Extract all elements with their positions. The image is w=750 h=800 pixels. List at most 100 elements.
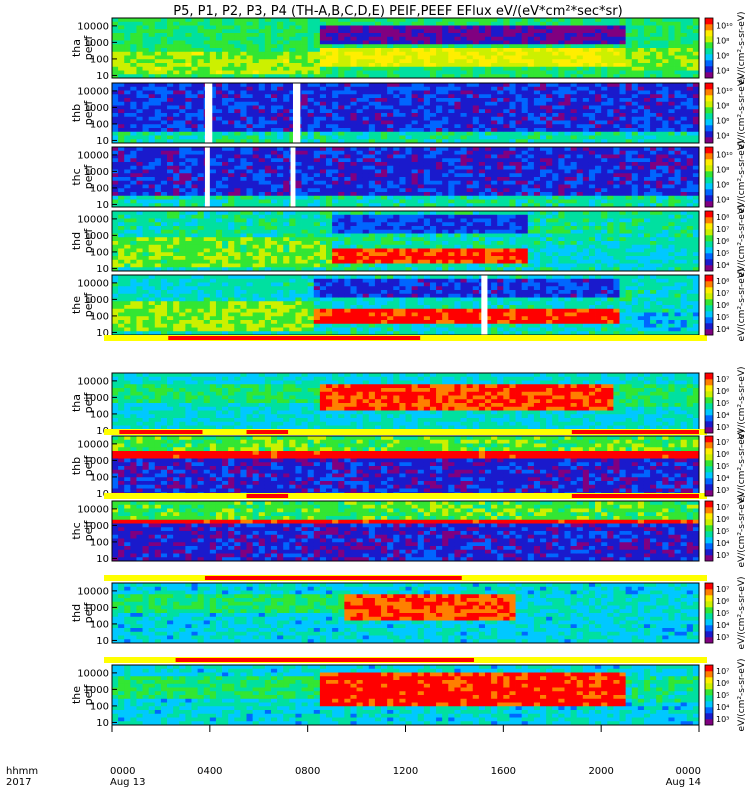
heatmap-cell [405,66,413,71]
heatmap-cell [240,55,247,60]
heatmap-cell [234,131,241,136]
heatmap-cell [319,90,327,95]
heatmap-cell [154,66,162,71]
heatmap-cell [686,33,694,38]
heatmap-cell [319,25,327,30]
heatmap-cell [668,59,675,64]
heatmap-cell [368,195,376,200]
heatmap-cell [582,74,590,79]
heatmap-cell [264,105,272,110]
heatmap-cell [185,165,192,170]
heatmap-cell [680,192,688,197]
heatmap-cell [509,94,516,99]
heatmap-cell [478,154,486,159]
heatmap-cell [191,86,198,91]
heatmap-cell [136,21,143,26]
heatmap-cell [662,86,669,91]
heatmap-cell [582,44,590,49]
heatmap-cell [136,165,143,170]
heatmap-cell [203,33,211,38]
heatmap-cell [228,94,235,99]
data-gap [290,147,296,207]
heatmap-cell [179,226,186,231]
heatmap-cell [436,63,443,68]
heatmap-cell [301,177,309,182]
heatmap-cell [215,51,223,56]
heatmap-cell [179,169,186,174]
heatmap-cell [564,63,571,68]
heatmap-cell [148,147,156,152]
heatmap-cell [246,21,254,26]
heatmap-cell [313,66,321,71]
heatmap-cell [546,203,553,208]
heatmap-cell [564,94,571,99]
heatmap-cell [252,55,260,60]
heatmap-cell [362,131,370,136]
heatmap-cell [277,195,284,200]
heatmap-cell [466,86,474,91]
heatmap-cell [142,109,150,114]
heatmap-cell [429,147,437,152]
heatmap-cell [686,63,694,68]
heatmap-cell [326,86,333,91]
heatmap-cell [160,226,168,231]
heatmap-cell [674,66,682,71]
heatmap-cell [399,177,406,182]
heatmap-cell [234,29,241,34]
heatmap-cell [112,162,119,167]
heatmap-cell [130,21,137,26]
heatmap-cell [228,158,235,163]
heatmap-cell [423,150,431,155]
heatmap-cell [527,199,535,204]
heatmap-cell [381,36,388,41]
heatmap-cell [552,195,559,200]
heatmap-cell [576,33,584,38]
heatmap-cell [228,248,235,253]
heatmap-cell [637,86,645,91]
heatmap-cell [570,36,578,41]
heatmap-cell [521,203,529,208]
heatmap-cell [399,150,406,155]
heatmap-cell [185,199,192,204]
heatmap-cell [264,173,272,178]
heatmap-cell [381,66,388,71]
heatmap-cell [154,233,162,238]
heatmap-cell [124,33,131,38]
heatmap-cell [613,199,620,204]
heatmap-cell [625,169,633,174]
heatmap-cell [582,131,590,136]
heatmap-cell [417,109,425,114]
heatmap-cell [326,195,333,200]
heatmap-cell [264,48,272,53]
heatmap-cell [674,116,682,121]
heatmap-cell [552,113,559,118]
heatmap-cell [668,154,675,159]
heatmap-cell [405,59,413,64]
heatmap-cell [656,109,663,114]
heatmap-cell [295,192,302,197]
heatmap-cell [436,199,443,204]
heatmap-cell [191,252,198,257]
heatmap-cell [643,48,651,53]
heatmap-cell [234,94,241,99]
heatmap-cell [350,154,357,159]
heatmap-cell [442,36,449,41]
heatmap-cell [167,263,174,268]
heatmap-cell [258,109,266,114]
heatmap-cell [124,44,131,49]
heatmap-cell [197,113,205,118]
heatmap-cell [552,55,559,60]
heatmap-cell [173,83,180,88]
heatmap-cell [533,188,541,193]
heatmap-cell [558,44,565,49]
heatmap-cell [637,36,645,41]
heatmap-cell [497,98,504,103]
heatmap-cell [484,59,492,64]
heatmap-cell [680,83,688,88]
heatmap-cell [478,21,486,26]
heatmap-cell [515,131,523,136]
heatmap-cell [595,199,602,204]
heatmap-cell [240,120,247,125]
heatmap-cell [148,135,156,140]
heatmap-cell [381,40,388,45]
